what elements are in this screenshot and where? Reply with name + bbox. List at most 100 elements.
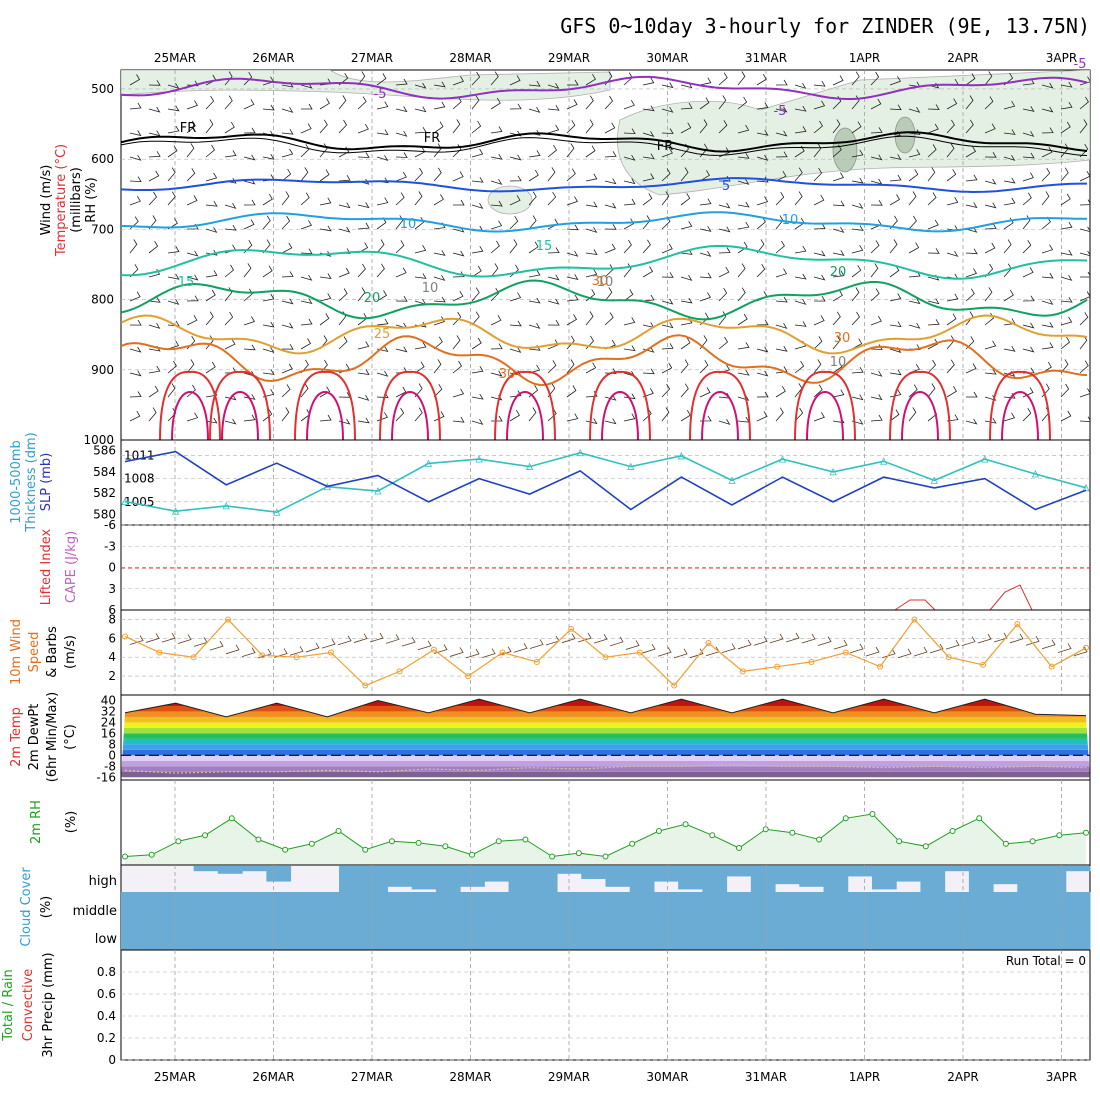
- wind-barb: [224, 150, 237, 158]
- wind-barb: [984, 340, 997, 350]
- cloud-high-bar: [629, 866, 655, 892]
- wind10m-barb: [721, 643, 736, 653]
- wind-barb: [965, 363, 977, 374]
- wind-barb: [851, 121, 862, 134]
- wind-barb: [775, 268, 788, 278]
- wind-tick: 2: [108, 669, 116, 683]
- wind-barb: [186, 384, 196, 398]
- wind-barb: [528, 106, 541, 113]
- wind-barb: [452, 76, 464, 86]
- wind-barb: [1079, 76, 1090, 86]
- cloud-middle-bar: [799, 892, 825, 950]
- wind-barb: [642, 193, 653, 206]
- cloud-high-bar: [339, 866, 364, 892]
- wind-barb: [490, 126, 503, 134]
- wind10m-barb: [241, 647, 256, 658]
- panel-y-label: Wind (m/s): [39, 165, 54, 236]
- wind-barb: [205, 361, 216, 374]
- wind-barb: [129, 195, 141, 206]
- panel-y-label: Speed: [27, 632, 42, 673]
- wind-barb: [984, 368, 997, 375]
- wind-barb: [737, 313, 748, 326]
- wind-barb: [604, 394, 617, 401]
- wind-barb: [832, 250, 845, 256]
- wind-barb: [205, 144, 216, 158]
- wind-barb: [927, 383, 936, 398]
- rh-point: [1029, 838, 1036, 845]
- wind-barb: [775, 106, 788, 113]
- wind-barb: [319, 197, 332, 206]
- wind-barb: [604, 95, 613, 110]
- wind-speed-point: [808, 658, 815, 665]
- diurnal-loop: [794, 370, 856, 440]
- wind10m-barb: [753, 636, 768, 646]
- top-date-axis: 25MAR 26MAR 27MAR 28MAR 29MAR 30MAR 31MAR 1APR 2…: [154, 51, 1077, 65]
- contour-label: 25: [374, 327, 391, 342]
- wind-barb: [528, 169, 539, 182]
- wind-barb: [452, 290, 464, 302]
- wind-barb: [851, 95, 860, 110]
- wind-barb: [395, 295, 408, 302]
- wind-barb: [699, 250, 712, 257]
- wind-barb: [756, 73, 767, 86]
- contour-label: 30: [592, 274, 609, 289]
- wind-barb: [1041, 321, 1054, 328]
- precip-tick: 0.8: [97, 965, 116, 979]
- wind-speed-point: [1083, 644, 1089, 651]
- upper-y-tick-label: 500: [91, 82, 114, 96]
- thickness-point: [728, 476, 736, 484]
- wind-barb: [794, 191, 803, 206]
- rh-point: [682, 821, 689, 828]
- cloud-high-bar: [557, 866, 582, 874]
- wind-barb: [319, 225, 332, 232]
- wind-barb: [927, 248, 940, 254]
- wind-barb: [775, 385, 786, 398]
- wind-barb: [509, 215, 519, 230]
- wind-barb: [148, 191, 157, 206]
- wind-barb: [528, 150, 541, 158]
- lifted-index-line: [894, 584, 1033, 611]
- wind-barb: [661, 272, 674, 278]
- slp-right-tick: 1008: [124, 472, 155, 486]
- wind-barb: [794, 321, 807, 327]
- wind-barb: [243, 199, 256, 206]
- wind-barb: [395, 240, 405, 254]
- wind-barb: [718, 418, 731, 425]
- contour-label: 20: [364, 291, 381, 306]
- thickness-point: [273, 508, 281, 516]
- wind-barb: [813, 167, 823, 182]
- wind-barb: [376, 73, 387, 86]
- top-date-label: 31MAR: [745, 51, 787, 65]
- rh-point: [869, 811, 876, 817]
- wind-barb: [148, 365, 161, 374]
- wind-barb: [566, 250, 579, 257]
- wind-barb: [832, 172, 844, 182]
- wind-barb: [661, 343, 674, 350]
- bottom-date-label: 3APR: [1046, 1070, 1077, 1084]
- wind-barb: [509, 320, 522, 327]
- wind-barb: [813, 250, 826, 257]
- wind-barb: [186, 412, 199, 422]
- cloud-middle-bar: [435, 892, 461, 950]
- wind-barb: [1041, 244, 1054, 254]
- wind-barb: [1041, 191, 1050, 206]
- cloud-high-bar: [1017, 866, 1043, 892]
- wind-barb: [414, 191, 423, 206]
- wind-barb: [851, 418, 864, 425]
- wind-barb: [319, 414, 332, 422]
- wind10m-barb: [513, 643, 528, 653]
- diurnal-loop-inner: [306, 390, 344, 440]
- panel-y-label: RH (%): [84, 177, 99, 222]
- temp-band: [121, 755, 1090, 761]
- wind-barb: [794, 407, 804, 422]
- wind-barb: [471, 71, 481, 86]
- wind-barb: [813, 412, 825, 422]
- wind-barb: [832, 361, 843, 374]
- wind-barb: [167, 246, 180, 254]
- wind-barb: [433, 121, 444, 134]
- wind10m-panel: 8 6 4 2: [108, 609, 1091, 696]
- wind-barb: [262, 215, 271, 230]
- contour-label: 30: [834, 331, 851, 346]
- rh-point: [388, 838, 395, 845]
